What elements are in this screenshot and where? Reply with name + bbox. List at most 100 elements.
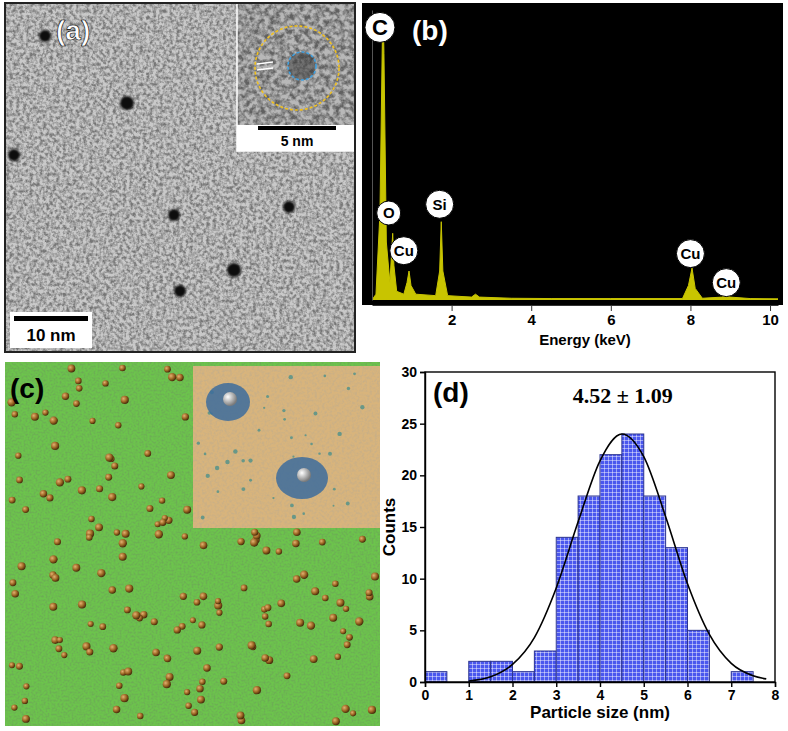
sphere: [151, 618, 158, 625]
sphere: [199, 679, 205, 685]
sphere: [341, 705, 349, 713]
sphere: [56, 478, 64, 486]
panel-c: (c): [5, 362, 380, 726]
sphere: [182, 413, 189, 420]
inset-outer-circle: [255, 26, 339, 110]
inset-speck: [290, 436, 293, 439]
y-tick: 30: [401, 364, 425, 380]
sphere: [22, 698, 28, 704]
inset-speck: [233, 449, 237, 453]
y-tick: 10: [401, 571, 425, 587]
y-axis: [372, 11, 373, 301]
sphere: [216, 643, 223, 650]
x-tick-label: 4: [528, 311, 537, 328]
sphere: [89, 418, 95, 424]
sphere: [194, 599, 201, 606]
y-tick-mark: [420, 578, 425, 579]
sphere: [120, 694, 128, 702]
nanoparticle: [283, 201, 295, 213]
sphere: [68, 365, 76, 373]
y-tick: 5: [409, 622, 425, 638]
x-tick: 1: [465, 682, 473, 703]
inset-speck: [197, 441, 200, 444]
x-axis: 012345678: [422, 682, 780, 703]
y-tick-mark: [420, 630, 425, 631]
sphere: [15, 453, 21, 459]
x-tick: 7: [728, 682, 736, 703]
sphere: [22, 715, 30, 723]
y-axis-line: [372, 11, 373, 301]
inset-speck: [263, 407, 265, 409]
y-tick-label: 15: [401, 519, 417, 535]
peak-label-badge: [377, 201, 401, 225]
sphere: [300, 571, 308, 579]
plot-area: [425, 434, 766, 682]
x-tick: 0: [422, 682, 430, 703]
inset-scale-bar: [258, 126, 336, 130]
sphere: [200, 593, 208, 601]
sphere: [22, 506, 29, 513]
sphere: [109, 586, 116, 593]
y-tick-label: 0: [409, 674, 417, 690]
peak-label-badge: [390, 237, 418, 265]
nanoparticle: [39, 30, 51, 42]
x-tick: 2: [509, 682, 517, 703]
sphere: [350, 710, 356, 716]
y-tick-label: 30: [401, 364, 417, 380]
x-tick: 8: [772, 682, 780, 703]
sphere: [78, 600, 86, 608]
x-tick-label: 8: [772, 687, 780, 703]
sphere: [46, 494, 53, 501]
x-tick: 5: [640, 682, 648, 703]
sphere: [75, 378, 82, 385]
sphere: [176, 374, 184, 382]
inset-scale-box: [237, 125, 355, 151]
sphere: [296, 619, 304, 627]
sphere: [111, 462, 118, 469]
y-tick: 20: [401, 467, 425, 483]
sphere: [9, 579, 16, 586]
inset-halo: [206, 383, 250, 421]
y-axis-line: [420, 373, 426, 683]
x-tick: 6: [607, 305, 615, 328]
x-tick-label: 3: [553, 687, 561, 703]
plot-frame: [425, 372, 775, 682]
peak-label-badge: [426, 190, 454, 218]
sphere: [23, 683, 29, 689]
inset-speck: [318, 452, 320, 454]
inset-speck: [346, 502, 350, 506]
sphere: [99, 623, 106, 630]
sphere: [200, 542, 208, 550]
inset-background: [237, 3, 355, 151]
sphere: [88, 516, 94, 522]
x-tick: 2: [448, 305, 456, 328]
tem-texture: [5, 3, 355, 352]
sphere: [96, 485, 103, 492]
sphere: [293, 575, 301, 583]
sphere: [61, 652, 67, 658]
sphere: [336, 599, 344, 607]
plot-background: [362, 3, 783, 305]
x-tick-label: 2: [509, 687, 517, 703]
x-tick-label: 4: [597, 687, 605, 703]
sphere: [12, 411, 18, 417]
sphere: [116, 682, 123, 689]
sphere: [196, 685, 203, 692]
inset-particle: [297, 468, 311, 482]
sphere: [261, 654, 269, 662]
scale-box: [10, 312, 92, 348]
sphere: [137, 713, 144, 720]
sphere: [174, 626, 181, 633]
inset-speck: [249, 479, 252, 482]
inset-speck: [241, 459, 245, 463]
sphere: [121, 396, 129, 404]
sphere: [237, 711, 245, 719]
x-tick: 8: [687, 305, 695, 328]
sphere: [18, 562, 26, 570]
nanoparticle: [120, 96, 134, 110]
inset-texture: [193, 366, 380, 528]
sphere: [95, 523, 103, 531]
sphere: [197, 696, 205, 704]
bar: [688, 630, 710, 682]
inset-speck: [283, 418, 286, 421]
